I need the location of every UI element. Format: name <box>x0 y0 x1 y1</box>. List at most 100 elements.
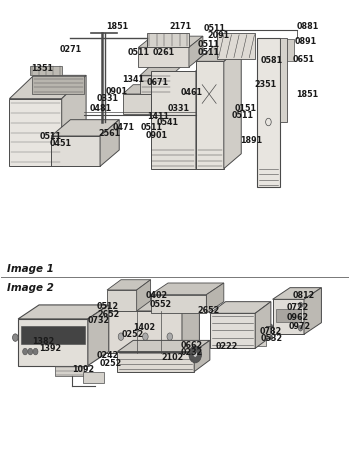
Text: 0511: 0511 <box>40 132 62 140</box>
Text: 0151: 0151 <box>234 104 257 113</box>
Polygon shape <box>51 120 119 136</box>
Polygon shape <box>30 66 62 75</box>
Circle shape <box>118 333 124 340</box>
Text: 0881: 0881 <box>296 22 318 31</box>
Text: 0252: 0252 <box>99 359 122 368</box>
Polygon shape <box>9 99 62 166</box>
Text: 1891: 1891 <box>241 136 263 145</box>
Bar <box>21 326 85 344</box>
Text: 1392: 1392 <box>39 344 61 353</box>
Text: Image 2: Image 2 <box>7 283 54 293</box>
Polygon shape <box>123 85 168 94</box>
Polygon shape <box>182 299 199 353</box>
Circle shape <box>28 348 33 355</box>
Text: 0581: 0581 <box>261 56 283 65</box>
Polygon shape <box>88 305 109 366</box>
Text: 0331: 0331 <box>97 94 119 103</box>
Polygon shape <box>150 71 196 168</box>
Polygon shape <box>62 75 86 166</box>
Text: 1411: 1411 <box>148 112 170 121</box>
Text: 0782: 0782 <box>260 327 282 336</box>
Text: 2171: 2171 <box>169 22 191 31</box>
Polygon shape <box>150 283 224 295</box>
Polygon shape <box>158 85 168 114</box>
Polygon shape <box>304 288 321 334</box>
Polygon shape <box>255 302 271 348</box>
Circle shape <box>142 333 148 340</box>
Polygon shape <box>196 56 214 168</box>
Polygon shape <box>55 366 84 376</box>
Circle shape <box>23 348 28 355</box>
Polygon shape <box>18 319 88 366</box>
Polygon shape <box>107 290 136 311</box>
Polygon shape <box>147 33 189 47</box>
Polygon shape <box>273 288 321 300</box>
Polygon shape <box>196 46 241 61</box>
Polygon shape <box>150 295 206 313</box>
Text: 0451: 0451 <box>50 139 72 147</box>
Polygon shape <box>194 340 210 372</box>
Polygon shape <box>83 372 104 383</box>
Text: 0512: 0512 <box>97 302 119 311</box>
Text: 0662: 0662 <box>181 341 203 350</box>
Text: Image 1: Image 1 <box>7 263 54 274</box>
Text: 0532: 0532 <box>261 335 283 344</box>
Circle shape <box>33 348 38 355</box>
Text: 1382: 1382 <box>32 337 54 346</box>
Text: 0331: 0331 <box>168 103 189 112</box>
Text: 0511: 0511 <box>127 48 149 57</box>
Text: 0511: 0511 <box>198 48 220 57</box>
Circle shape <box>299 325 303 331</box>
Polygon shape <box>140 65 183 75</box>
Text: 0242: 0242 <box>97 351 119 360</box>
Text: 0271: 0271 <box>60 45 82 54</box>
Text: 0261: 0261 <box>153 48 175 57</box>
Circle shape <box>167 333 173 340</box>
Polygon shape <box>118 351 194 372</box>
Text: 1092: 1092 <box>72 365 95 374</box>
Text: 0891: 0891 <box>295 37 317 46</box>
Text: 0972: 0972 <box>289 322 311 331</box>
Polygon shape <box>104 311 182 353</box>
Text: 0552: 0552 <box>150 300 172 309</box>
Circle shape <box>189 346 202 363</box>
Polygon shape <box>280 38 287 122</box>
Circle shape <box>269 324 273 329</box>
Polygon shape <box>51 136 100 166</box>
Polygon shape <box>257 38 280 187</box>
Polygon shape <box>273 300 304 334</box>
Polygon shape <box>138 36 203 47</box>
Polygon shape <box>118 340 210 351</box>
Polygon shape <box>210 302 271 313</box>
Circle shape <box>193 351 197 357</box>
Text: 0962: 0962 <box>287 313 309 322</box>
Text: 0511: 0511 <box>140 123 162 132</box>
Text: 0901: 0901 <box>146 131 168 139</box>
Polygon shape <box>196 61 224 168</box>
Polygon shape <box>107 280 150 290</box>
Text: 2652: 2652 <box>197 307 219 315</box>
Polygon shape <box>217 33 255 59</box>
Text: 2561: 2561 <box>98 129 120 138</box>
Polygon shape <box>104 299 200 311</box>
Polygon shape <box>224 46 241 168</box>
Polygon shape <box>32 76 84 94</box>
Text: 2652: 2652 <box>97 310 119 319</box>
Polygon shape <box>287 39 294 61</box>
Polygon shape <box>206 283 224 313</box>
Text: 2102: 2102 <box>161 353 183 362</box>
Polygon shape <box>159 59 180 67</box>
Text: 0541: 0541 <box>156 118 179 127</box>
Text: 0722: 0722 <box>287 303 309 312</box>
Polygon shape <box>210 313 255 348</box>
Text: 0252: 0252 <box>121 330 144 339</box>
Polygon shape <box>100 120 119 166</box>
Text: 1851: 1851 <box>296 89 318 99</box>
Text: 0461: 0461 <box>181 88 203 97</box>
Polygon shape <box>257 302 266 346</box>
Polygon shape <box>123 94 158 114</box>
Text: 0471: 0471 <box>112 123 134 132</box>
Text: 0511: 0511 <box>204 24 226 33</box>
Text: 0481: 0481 <box>90 103 112 112</box>
Text: 1851: 1851 <box>106 22 128 31</box>
